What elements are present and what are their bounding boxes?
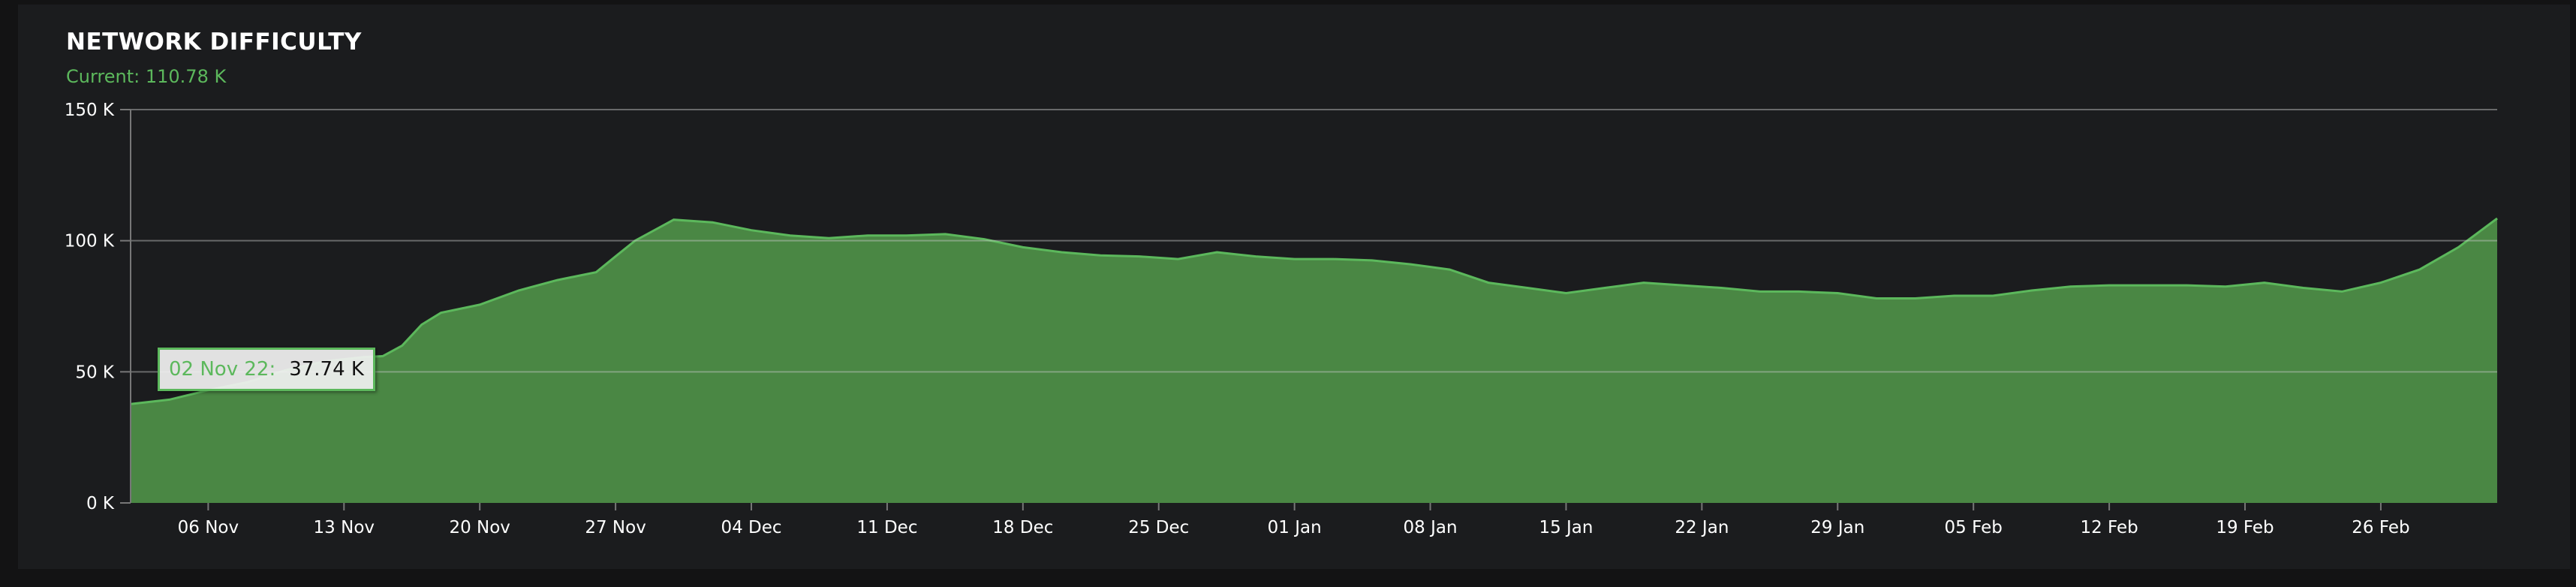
x-tick-label: 22 Jan bbox=[1675, 518, 1729, 537]
x-tick-label: 13 Nov bbox=[314, 518, 375, 537]
x-tick-label: 11 Dec bbox=[856, 518, 917, 537]
x-tick-label: 20 Nov bbox=[449, 518, 510, 537]
x-tick-label: 08 Jan bbox=[1404, 518, 1458, 537]
chart-tooltip: 02 Nov 22: 37.74 K bbox=[158, 348, 375, 391]
x-tick-label: 01 Jan bbox=[1268, 518, 1322, 537]
y-tick-label: 50 K bbox=[75, 363, 115, 382]
x-tick-label: 25 Dec bbox=[1128, 518, 1189, 537]
series-line bbox=[130, 217, 2498, 405]
y-tick-label: 0 K bbox=[86, 494, 115, 513]
x-tick-label: 06 Nov bbox=[178, 518, 239, 537]
x-tick-label: 15 Jan bbox=[1539, 518, 1593, 537]
tooltip-date: 02 Nov 22: bbox=[169, 358, 276, 381]
y-tick-label: 100 K bbox=[65, 232, 115, 251]
area-fill bbox=[131, 218, 2497, 503]
y-tick-label: 150 K bbox=[65, 101, 115, 120]
x-tick-label: 26 Feb bbox=[2352, 518, 2409, 537]
x-tick-label: 05 Feb bbox=[1945, 518, 2003, 537]
current-value: Current: 110.78 K bbox=[66, 66, 227, 87]
x-tick-label: 19 Feb bbox=[2216, 518, 2274, 537]
x-tick-label: 18 Dec bbox=[992, 518, 1053, 537]
x-tick-label: 04 Dec bbox=[721, 518, 781, 537]
x-tick-label: 29 Jan bbox=[1810, 518, 1864, 537]
x-tick-label: 12 Feb bbox=[2080, 518, 2138, 537]
x-tick-label: 27 Nov bbox=[585, 518, 646, 537]
chart-title: NETWORK DIFFICULTY bbox=[66, 29, 362, 56]
tooltip-value: 37.74 K bbox=[289, 358, 364, 381]
